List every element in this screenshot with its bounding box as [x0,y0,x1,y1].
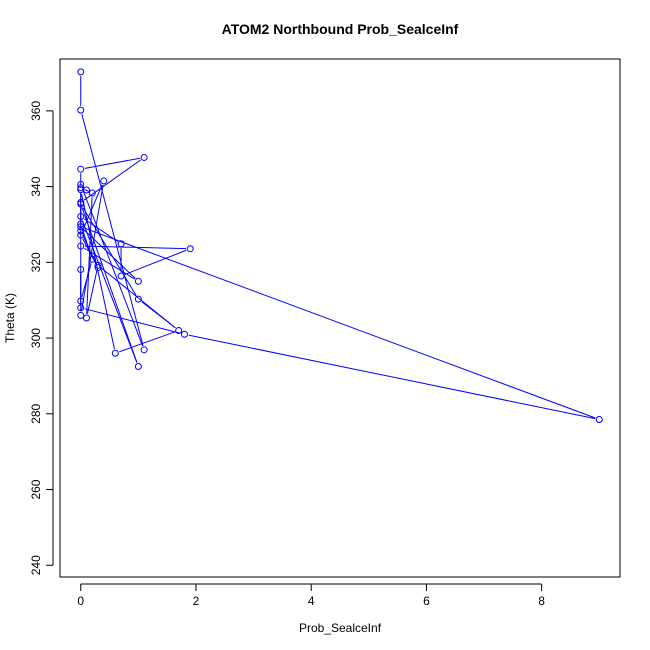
data-point [77,227,85,235]
data-point [77,311,85,319]
series-segment [82,207,137,296]
data-point [140,153,148,161]
data-point [77,106,85,114]
data-point [77,231,85,239]
series-segment [84,189,89,192]
series-segment [83,218,118,242]
plot-frame [59,58,621,578]
series-segment [80,184,104,312]
data-point [134,277,142,285]
data-point [111,349,119,357]
series-segment [86,197,93,314]
data-point [595,415,603,423]
series-segment [84,308,181,334]
series-segment [84,157,141,169]
data-point [77,304,85,312]
data-point [77,220,85,228]
data-point [83,186,91,194]
data-point [77,180,85,188]
y-axis-label: Theta (K) [3,293,17,343]
data-point [117,272,125,280]
data-point [134,295,142,303]
series-segment [83,229,136,279]
series-segment [124,249,187,275]
series-segment [81,220,138,363]
series-segment [188,334,596,420]
x-axis: 0 2 4 6 8 [77,583,545,608]
data-point [77,266,85,274]
series-segment [141,301,176,329]
y-tick-label: 260 [29,479,43,499]
data-point [77,242,85,250]
x-axis-label: Prob_SealceInf [299,621,382,635]
data-point [134,362,142,370]
y-tick-label: 340 [29,176,43,196]
x-tick-label: 8 [538,594,545,608]
data-point [77,297,85,305]
data-point [77,200,85,208]
series-segment [84,247,136,280]
y-tick-label: 320 [29,252,43,272]
data-point [88,189,96,197]
series-segment [81,207,138,363]
series-line [80,76,596,420]
data-point [175,326,183,334]
data-point [88,255,96,263]
series-segment [81,194,115,350]
chart-title: ATOM2 Northbound Prob_SealceInf [222,21,459,37]
data-point [77,184,85,192]
data-point [186,245,194,253]
data-point [77,165,85,173]
y-tick-label: 300 [29,328,43,348]
data-point [140,346,148,354]
data-point [94,264,102,272]
y-tick-label: 240 [29,555,43,575]
data-point [83,314,91,322]
x-tick-label: 6 [423,594,430,608]
series-points [77,68,603,423]
series-segment [83,159,141,201]
y-axis: 240 260 280 300 320 340 360 [29,101,54,575]
series-segment [119,331,175,353]
data-point [77,68,85,76]
x-tick-label: 2 [193,594,200,608]
y-tick-label: 280 [29,403,43,423]
series-segment [81,184,103,232]
series-segment [81,114,144,346]
series-segment [81,188,144,347]
data-point [100,177,108,185]
x-tick-label: 0 [77,594,84,608]
x-tick-label: 4 [308,594,315,608]
data-point [94,261,102,269]
data-point [77,213,85,221]
data-point [117,240,125,248]
y-tick-label: 360 [29,101,43,121]
data-point [180,330,188,338]
data-point [77,223,85,231]
series-segment [84,227,596,419]
series-segment [86,269,98,315]
